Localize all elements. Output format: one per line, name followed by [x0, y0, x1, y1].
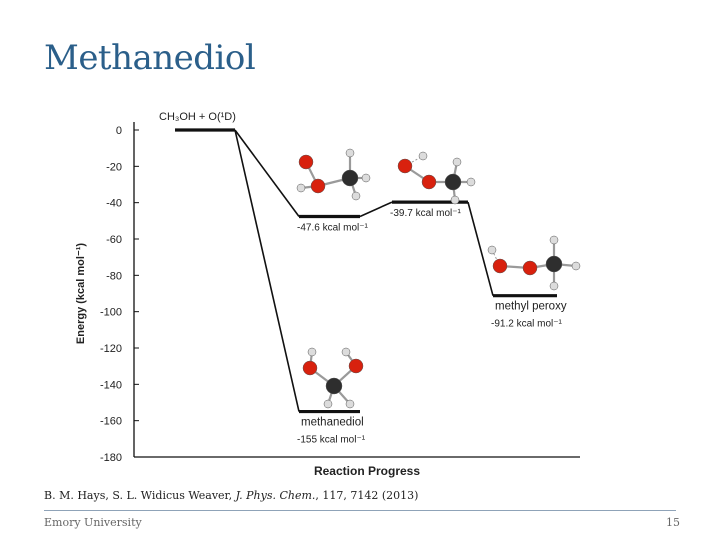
y-tick-label: -60: [106, 234, 122, 246]
atom-H: [345, 399, 355, 409]
atom-C: [545, 255, 563, 273]
atom-H: [571, 261, 581, 271]
atom-C: [325, 377, 343, 395]
atom-O: [302, 360, 318, 376]
connector-line: [467, 201, 494, 296]
molecule-complex-1: [296, 148, 371, 201]
citation-authors: B. M. Hays, S. L. Widicus Weaver,: [44, 489, 236, 502]
level-label: methyl peroxy: [495, 301, 567, 313]
footer-institution: Emory University: [44, 516, 142, 529]
y-tick-label: -80: [106, 270, 122, 282]
citation-journal: J. Phys. Chem.: [235, 489, 316, 502]
level-value-label: -39.7 kcal mol⁻¹: [390, 208, 462, 219]
atom-C: [341, 169, 359, 187]
footer-rule: [44, 510, 676, 511]
atom-O: [522, 260, 538, 276]
atom-H: [341, 347, 351, 357]
atom-H: [323, 399, 333, 409]
level-value-label: -91.2 kcal mol⁻¹: [491, 319, 563, 330]
connector-line: [234, 129, 300, 412]
axes: 0 -20 -40 -60 -80 -100 -120 -140 -160 -180 Energy …: [75, 122, 580, 478]
y-tick-label: -100: [100, 307, 122, 319]
atom-H: [296, 183, 306, 193]
y-tick-label: -120: [100, 343, 122, 355]
atom-H: [450, 195, 460, 205]
atom-O: [397, 158, 413, 174]
x-axis-title: Reaction Progress: [314, 464, 420, 478]
atom-O: [310, 178, 326, 194]
connector-line: [234, 129, 300, 217]
connectors: [234, 129, 494, 412]
y-axis-title: Energy (kcal mol⁻¹): [75, 243, 87, 345]
slide-title: Methanediol: [44, 38, 256, 78]
atom-H: [418, 151, 428, 161]
page-number: 15: [666, 516, 680, 529]
atom-O: [298, 154, 314, 170]
atom-H: [549, 235, 559, 245]
atom-H: [487, 245, 497, 255]
y-tick-label: -160: [100, 416, 122, 428]
molecule-complex-2: [397, 151, 476, 205]
molecule-methyl-peroxy: [487, 235, 581, 291]
atom-H: [549, 281, 559, 291]
y-tick-label: -40: [106, 198, 122, 210]
connector-line: [359, 201, 393, 218]
citation-details: , 117, 7142 (2013): [315, 489, 419, 502]
y-tick-label: -180: [100, 452, 122, 464]
level-value-label: -155 kcal mol⁻¹: [297, 435, 366, 446]
atom-H: [361, 173, 371, 183]
atom-O: [421, 174, 437, 190]
atom-C: [444, 173, 462, 191]
level-label: CH₃OH + O(¹D): [159, 111, 236, 123]
energy-levels: CH₃OH + O(¹D) -47.6 kcal mol⁻¹ -39.7 kcal …: [159, 111, 567, 446]
atom-H: [307, 347, 317, 357]
atom-H: [452, 157, 462, 167]
energy-diagram: 0 -20 -40 -60 -80 -100 -120 -140 -160 -180 Energy …: [75, 111, 581, 478]
atom-H: [345, 148, 355, 158]
y-tick-label: -20: [106, 161, 122, 173]
molecule-images: [296, 148, 581, 409]
level-label: methanediol: [301, 417, 364, 429]
atom-H: [351, 191, 361, 201]
atom-H: [466, 177, 476, 187]
atom-O: [348, 358, 364, 374]
y-tick-label: -140: [100, 379, 122, 391]
molecule-methanediol: [302, 347, 364, 409]
level-value-label: -47.6 kcal mol⁻¹: [297, 222, 369, 233]
atom-O: [492, 258, 508, 274]
weak-bond: [491, 249, 501, 267]
y-tick-label: 0: [116, 125, 122, 137]
citation: B. M. Hays, S. L. Widicus Weaver, J. Phy…: [44, 489, 418, 502]
